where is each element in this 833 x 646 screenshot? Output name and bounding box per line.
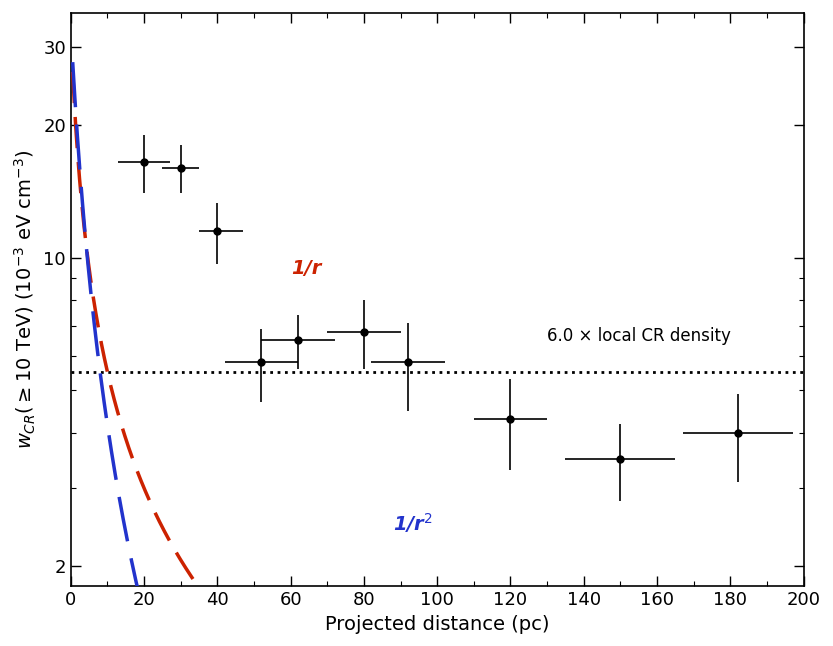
Text: 1/r: 1/r (291, 258, 321, 278)
X-axis label: Projected distance (pc): Projected distance (pc) (325, 614, 550, 634)
Y-axis label: $w_{CR}(\geq 10\ \mathrm{TeV})\ (10^{-3}\ \mathrm{eV\ cm}^{-3})$: $w_{CR}(\geq 10\ \mathrm{TeV})\ (10^{-3}… (12, 150, 37, 449)
Text: 6.0 × local CR density: 6.0 × local CR density (547, 328, 731, 346)
Text: 1/r$^2$: 1/r$^2$ (393, 511, 433, 535)
